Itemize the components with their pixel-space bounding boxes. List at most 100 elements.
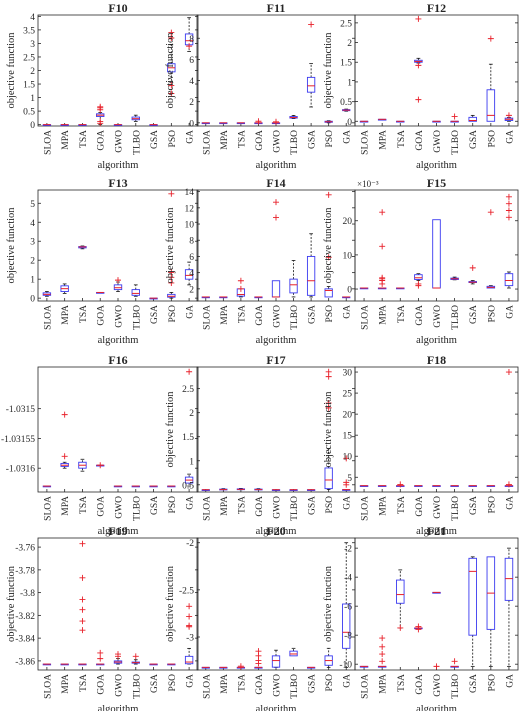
subplot-f16: F16 -1.0315 -1.03155 -1.0316 objective funct…	[1, 353, 199, 537]
x-tick-label: SLOA	[202, 130, 212, 155]
x-tick-label: GWO	[115, 496, 125, 519]
y-tick-label: 8	[189, 237, 194, 247]
x-tick-label: GSA	[308, 674, 318, 693]
box-tsa	[396, 481, 405, 488]
x-tick-label: SLOA	[43, 130, 53, 155]
x-tick-label: TSA	[79, 496, 89, 514]
subplot-f11: F11 0 2 4 6 8 objective function SLOA MPA TSA GOA G…	[165, 1, 356, 171]
x-tick-label: PSO	[487, 130, 497, 148]
x-axis-label: algorithm	[98, 160, 139, 171]
x-tick-label: SLOA	[361, 496, 371, 521]
y-tick-label: 0	[189, 119, 194, 129]
x-tick-label: TLBO	[451, 496, 461, 521]
y-tick-label: 0	[30, 295, 35, 305]
box-goa	[414, 485, 423, 487]
box-goa	[254, 118, 263, 125]
y-tick-label: 1	[30, 276, 35, 286]
box-gwo	[432, 219, 441, 289]
box-tsa	[78, 245, 87, 250]
y-tick-label: 1	[189, 457, 194, 467]
outlier-point	[79, 627, 86, 634]
box-mpa	[60, 411, 69, 469]
x-tick-label: TSA	[79, 130, 89, 148]
x-tick-label: GOA	[255, 305, 265, 326]
x-tick-label: GOA	[415, 496, 425, 517]
chart-title: F13	[108, 176, 127, 190]
outlier-point	[379, 635, 386, 642]
box-tlbo	[289, 115, 298, 119]
x-tick-label: GA	[505, 674, 515, 688]
y-tick-label: 2.5	[340, 19, 352, 29]
box-pso	[167, 29, 176, 97]
outlier-point	[237, 663, 244, 670]
outlier-point	[379, 274, 386, 281]
x-tick-label: TLBO	[132, 496, 142, 521]
box-iqr	[289, 278, 298, 294]
x-axis-label: algorithm	[416, 160, 457, 171]
box-tsa	[236, 487, 246, 491]
chart-title: F21	[427, 524, 446, 538]
x-tick-label: GA	[505, 130, 515, 144]
box-tlbo	[289, 489, 298, 491]
subplot-f17: F17 0.5 1 1.5 2 2.5 objective function SLOA MPA T…	[165, 353, 356, 537]
x-tick-label: MPA	[379, 305, 389, 325]
y-tick-label: -3.84	[15, 635, 35, 645]
outlier-point	[469, 264, 476, 271]
outlier-point	[79, 596, 86, 603]
subplot-f14: F14 2 4 6 8 10 12 14 objective function SLOA MPA TS…	[165, 176, 356, 346]
y-tick-label: 1.5	[340, 59, 352, 69]
y-tick-label: -3.8	[20, 589, 35, 599]
x-tick-label: SLOA	[202, 305, 212, 330]
chart-title: F11	[267, 1, 286, 15]
outlier-point	[273, 118, 279, 125]
x-tick-label: GSA	[308, 496, 318, 515]
y-tick-label: 30	[343, 369, 353, 379]
box-gsa	[468, 556, 477, 667]
outlier-point	[415, 280, 422, 287]
x-tick-label: GA	[343, 130, 353, 144]
x-tick-label: PSO	[325, 130, 335, 148]
box-tlbo	[450, 276, 459, 281]
box-sloa	[42, 124, 52, 126]
y-tick-label: -3.76	[15, 544, 35, 554]
x-tick-label: TSA	[397, 674, 407, 692]
x-tick-label: GWO	[433, 130, 443, 153]
y-tick-label: 2	[189, 285, 194, 295]
x-tick-label: GOA	[97, 130, 107, 151]
y-tick-label: 10	[343, 453, 353, 463]
y-tick-label: 12	[185, 204, 195, 214]
y-tick-label: 6	[189, 56, 194, 66]
box-tlbo	[450, 658, 459, 668]
subplot-f21: F21 -2 -4 -6 -8 -10 objective function SLOA MPA T…	[323, 524, 519, 711]
outlier-point	[505, 112, 512, 119]
y-tick-label: 3	[30, 238, 35, 248]
x-tick-label: PSO	[168, 305, 178, 323]
outlier-point	[397, 481, 404, 488]
y-tick-label: 6	[189, 253, 194, 263]
x-tick-label: GSA	[469, 305, 479, 324]
x-axis-label: algorithm	[256, 704, 297, 711]
x-tick-label: PSO	[168, 496, 178, 514]
box-iqr	[342, 603, 351, 649]
box-iqr	[306, 255, 316, 296]
box-ga	[342, 542, 351, 668]
x-tick-label: GWO	[433, 305, 443, 328]
outlier-point	[379, 658, 386, 665]
y-tick-label: 0.5	[340, 98, 352, 108]
box-gwo	[432, 591, 441, 670]
y-tick-label: -3.82	[15, 612, 35, 622]
x-tick-label: GWO	[433, 674, 443, 697]
x-tick-label: SLOA	[202, 674, 212, 699]
x-tick-label: SLOA	[43, 305, 53, 330]
y-tick-label: -3.86	[15, 657, 35, 667]
subplot-f19: F19 -3.76 -3.78 -3.8 -3.82 -3.84 -3.86 objectiv…	[6, 524, 199, 711]
x-tick-label: TSA	[237, 305, 247, 323]
plot-frame	[354, 537, 519, 671]
x-tick-label: PSO	[487, 674, 497, 692]
box-iqr	[271, 655, 281, 668]
box-iqr	[468, 557, 477, 636]
x-tick-label: MPA	[220, 130, 230, 150]
outlier-point	[505, 481, 512, 488]
box-gwo	[113, 124, 123, 126]
